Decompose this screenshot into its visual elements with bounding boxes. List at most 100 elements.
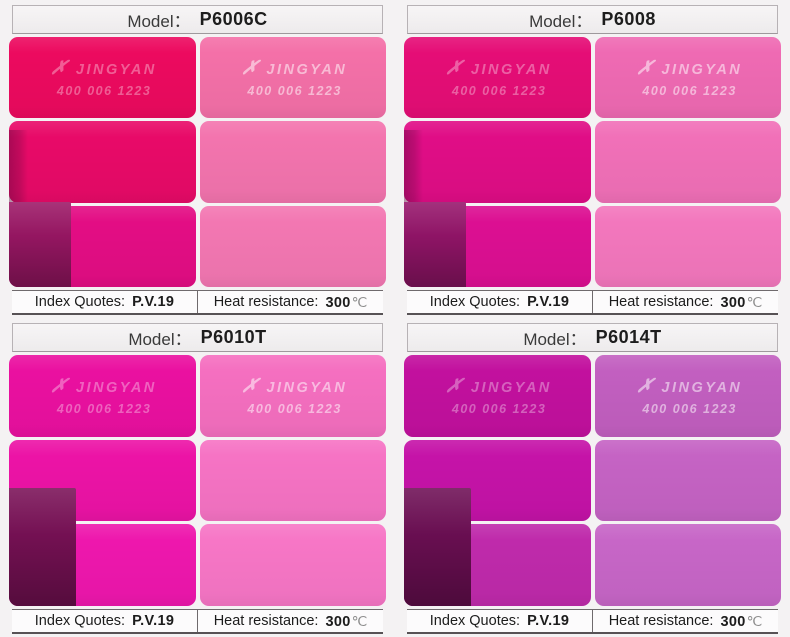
tint-band [594, 524, 781, 607]
brand-x-logo-icon: ✗ [634, 57, 658, 79]
tint-band [594, 439, 781, 522]
embossed-branding: ✗ JINGYAN 400 006 1223 [20, 375, 188, 416]
masstone-chip: ✗ JINGYAN 400 006 1223 [9, 37, 196, 288]
heat-resistance-label: Heat resistance: [608, 294, 714, 310]
index-quotes-cell: Index Quotes: P.V.19 [12, 610, 197, 632]
spec-footer: Index Quotes: P.V.19 Heat resistance: 30… [407, 290, 778, 315]
heat-resistance-value: 300 [720, 294, 746, 311]
brand-x-logo-icon: ✗ [239, 375, 263, 397]
spec-footer: Index Quotes: P.V.19 Heat resistance: 30… [407, 609, 778, 634]
embossed-branding: ✗ JINGYAN 400 006 1223 [211, 57, 379, 98]
brand-name: JINGYAN [661, 61, 743, 78]
tint-band: ✗ JINGYAN 400 006 1223 [594, 355, 781, 437]
embossed-branding: ✗ JINGYAN 400 006 1223 [415, 375, 583, 416]
color-chips: ✗ JINGYAN 400 006 1223 ✗ JINGY [9, 37, 386, 289]
brand-phone: 400 006 1223 [247, 83, 342, 98]
heat-resistance-cell: Heat resistance: 300 ℃ [592, 610, 778, 632]
model-label: Model： [128, 330, 192, 349]
tint-band [594, 121, 781, 203]
tint-band [594, 205, 781, 288]
brand-name: JINGYAN [266, 379, 348, 396]
tint-band: ✗ JINGYAN 400 006 1223 [199, 37, 386, 119]
product-panel-p6008: Model： P6008 ✗ JINGYAN 400 006 1223 [395, 0, 790, 318]
thickness-shadow [9, 129, 28, 205]
brand-phone: 400 006 1223 [56, 83, 152, 98]
masstone-chip: ✗ JINGYAN 400 006 1223 [404, 355, 591, 607]
spec-footer: Index Quotes: P.V.19 Heat resistance: 30… [12, 609, 383, 634]
brand-phone: 400 006 1223 [642, 83, 737, 98]
index-quotes-label: Index Quotes: [429, 294, 521, 310]
masstone-band [404, 121, 591, 203]
index-quotes-label: Index Quotes: [34, 294, 126, 310]
embossed-branding: ✗ JINGYAN 400 006 1223 [606, 57, 774, 98]
model-value: P6006C [199, 9, 268, 29]
tint-chip: ✗ JINGYAN 400 006 1223 [594, 355, 781, 607]
thickness-shadow [404, 129, 423, 205]
embossed-branding: ✗ JINGYAN 400 006 1223 [211, 375, 379, 416]
heat-resistance-cell: Heat resistance: 300 ℃ [197, 291, 383, 313]
tint-chip: ✗ JINGYAN 400 006 1223 [199, 37, 386, 288]
product-panel-p6010t: Model： P6010T ✗ JINGYAN 400 006 1223 [0, 318, 395, 637]
model-value: P6014T [595, 327, 662, 347]
brand-name: JINGYAN [470, 61, 552, 78]
product-panel-p6006c: Model： P6006C ✗ JINGYAN 400 006 1223 [0, 0, 395, 318]
brand-x-logo-icon: ✗ [443, 375, 468, 397]
brand-x-logo-icon: ✗ [239, 57, 263, 79]
index-quotes-cell: Index Quotes: P.V.19 [407, 610, 592, 632]
pigment-index-value: P.V.19 [132, 294, 175, 310]
tint-band [199, 524, 386, 607]
masstone-band: ✗ JINGYAN 400 006 1223 [404, 355, 591, 437]
thick-section-corner [404, 488, 472, 606]
masstone-band: ✗ JINGYAN 400 006 1223 [9, 37, 196, 119]
celsius-unit: ℃ [746, 293, 763, 310]
tint-chip: ✗ JINGYAN 400 006 1223 [199, 355, 386, 607]
celsius-unit: ℃ [351, 612, 368, 629]
embossed-branding: ✗ JINGYAN 400 006 1223 [20, 57, 188, 98]
model-header: Model： P6014T [407, 323, 778, 352]
index-quotes-label: Index Quotes: [429, 613, 521, 629]
tint-band [199, 121, 386, 203]
embossed-branding: ✗ JINGYAN 400 006 1223 [606, 375, 774, 416]
heat-resistance-label: Heat resistance: [213, 294, 319, 310]
pigment-index-value: P.V.19 [527, 613, 570, 629]
tint-band: ✗ JINGYAN 400 006 1223 [199, 355, 386, 437]
brand-name: JINGYAN [661, 379, 743, 396]
model-header: Model： P6006C [12, 5, 383, 34]
masstone-band [9, 121, 196, 203]
brand-phone: 400 006 1223 [451, 83, 547, 98]
brand-name: JINGYAN [75, 379, 157, 396]
spec-footer: Index Quotes: P.V.19 Heat resistance: 30… [12, 290, 383, 315]
thick-section-corner [9, 488, 77, 606]
heat-resistance-value: 300 [325, 294, 351, 311]
heat-resistance-cell: Heat resistance: 300 ℃ [592, 291, 778, 313]
tint-band [199, 205, 386, 288]
tint-band: ✗ JINGYAN 400 006 1223 [594, 37, 781, 119]
brand-phone: 400 006 1223 [247, 401, 342, 416]
masstone-band: ✗ JINGYAN 400 006 1223 [404, 37, 591, 119]
brand-x-logo-icon: ✗ [443, 57, 468, 79]
heat-resistance-label: Heat resistance: [213, 613, 319, 629]
model-value: P6008 [601, 9, 656, 29]
model-label: Model： [523, 330, 587, 349]
model-header: Model： P6008 [407, 5, 778, 34]
index-quotes-label: Index Quotes: [34, 613, 126, 629]
color-chips: ✗ JINGYAN 400 006 1223 ✗ JINGYAN [9, 355, 386, 608]
brand-x-logo-icon: ✗ [634, 375, 658, 397]
thick-section-corner [9, 202, 71, 287]
brand-name: JINGYAN [266, 61, 348, 78]
tint-chip: ✗ JINGYAN 400 006 1223 [594, 37, 781, 288]
masstone-chip: ✗ JINGYAN 400 006 1223 [9, 355, 196, 607]
pigment-index-value: P.V.19 [132, 613, 175, 629]
index-quotes-cell: Index Quotes: P.V.19 [407, 291, 592, 313]
celsius-unit: ℃ [351, 293, 368, 310]
brand-x-logo-icon: ✗ [48, 375, 73, 397]
color-chips: ✗ JINGYAN 400 006 1223 ✗ JINGY [404, 37, 781, 289]
celsius-unit: ℃ [746, 612, 763, 629]
model-label: Model： [127, 12, 191, 31]
model-label: Model： [529, 12, 593, 31]
product-panel-p6014t: Model： P6014T ✗ JINGYAN 400 006 1223 [395, 318, 790, 637]
masstone-band: ✗ JINGYAN 400 006 1223 [9, 355, 196, 437]
thick-section-corner [404, 202, 466, 287]
tint-band [199, 439, 386, 522]
